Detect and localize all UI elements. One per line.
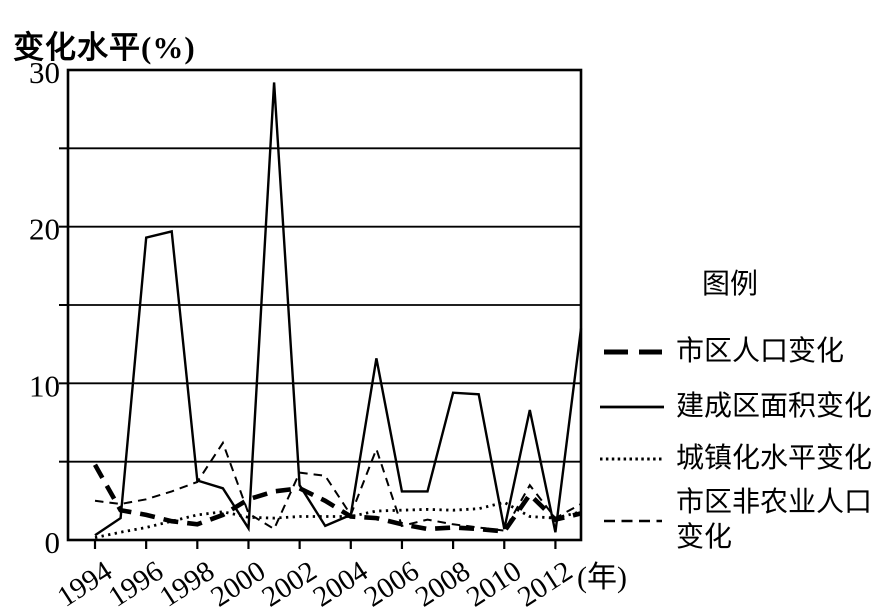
- x-axis-unit-label: (年): [577, 561, 627, 594]
- thin-dash-line-swatch: [604, 519, 662, 522]
- legend-label: 市区非农业人口变化: [676, 487, 873, 553]
- series-line-solid: [94, 82, 583, 537]
- legend: 图例 市区人口变化 建成区面积变化 城镇化水平变化 市区非农业人口变化: [596, 262, 894, 555]
- solid-line-swatch: [600, 405, 664, 409]
- legend-item-built-up-area: 建成区面积变化: [596, 390, 894, 424]
- y-tick-label: 10: [29, 368, 60, 403]
- x-tick-label: 2012: [512, 555, 578, 613]
- legend-label: 市区人口变化: [676, 336, 845, 367]
- plot-border: [66, 68, 583, 542]
- legend-label: 建成区面积变化: [676, 391, 873, 423]
- y-tick-label: 0: [45, 525, 61, 560]
- legend-item-urban-district-population: 市区人口变化: [596, 335, 894, 369]
- thick-dash-line-swatch: [604, 349, 662, 355]
- y-axis-title: 变化水平(%): [13, 30, 196, 65]
- legend-title: 图例: [702, 269, 759, 300]
- legend-item-urbanization-level: 城镇化水平变化: [596, 442, 894, 476]
- dotted-line-swatch: [600, 457, 664, 461]
- legend-label: 城镇化水平变化: [676, 443, 873, 475]
- y-tick-label: 30: [29, 55, 60, 90]
- legend-item-non-agricultural-population: 市区非农业人口变化: [596, 486, 894, 554]
- series-line-thin-dash: [94, 440, 582, 532]
- y-tick-label: 20: [29, 212, 60, 247]
- series-line-thick-dash: [92, 463, 582, 534]
- series-line-dotted: [94, 500, 582, 539]
